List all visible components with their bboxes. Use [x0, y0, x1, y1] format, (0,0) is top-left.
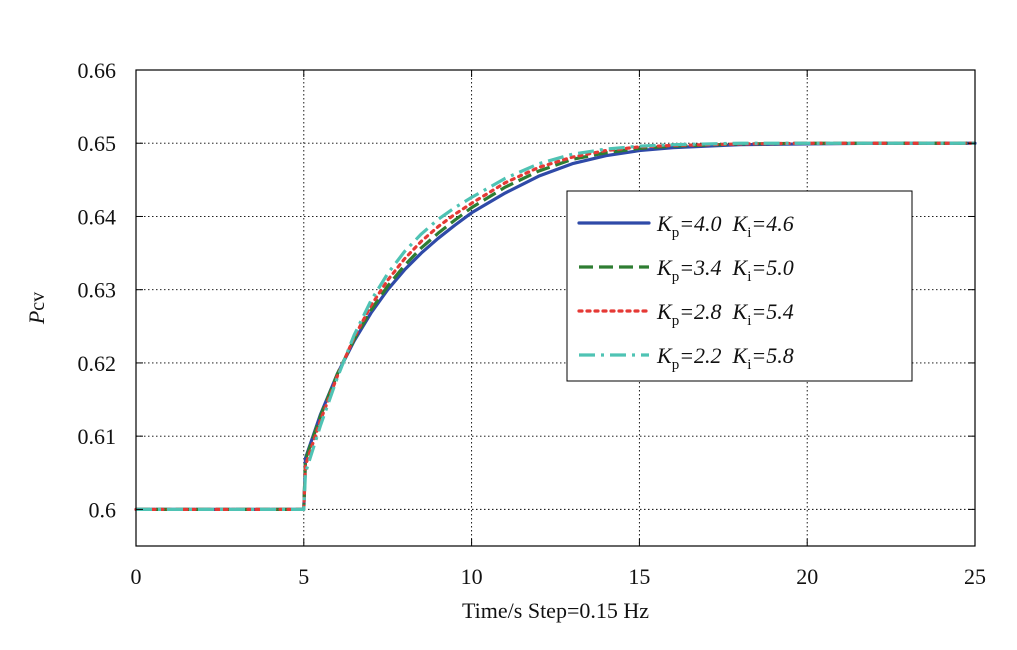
x-tick-label: 10 [461, 564, 483, 589]
legend-label-2: Kp=3.4 Ki=5.0 [656, 255, 794, 285]
legend-label-part: =5.4 [751, 299, 793, 324]
y-tick-label: 0.64 [78, 204, 117, 229]
legend-label-part: K [656, 343, 673, 368]
legend-label-part: p [672, 357, 680, 373]
legend-label-part: K [732, 343, 749, 368]
y-tick-label: 0.62 [78, 351, 117, 376]
x-tick-label: 20 [796, 564, 818, 589]
legend-label-part: K [656, 211, 673, 236]
y-tick-label: 0.63 [78, 278, 117, 303]
legend-label-part: =4.0 [679, 211, 732, 236]
y-tick-label: 0.65 [78, 131, 117, 156]
x-tick-label: 25 [964, 564, 986, 589]
y-tick-label: 0.61 [78, 424, 117, 449]
plot-frame [135, 69, 976, 547]
legend-label-part: =4.6 [751, 211, 793, 236]
y-tick-label: 0.6 [89, 497, 117, 522]
legend-label-part: K [656, 299, 673, 324]
legend-label-part: =3.4 [679, 255, 732, 280]
legend-label-part: p [672, 269, 680, 285]
legend-label-part: =2.8 [679, 299, 732, 324]
y-axis-label: Pcv [24, 292, 49, 325]
legend-label-part: =5.0 [751, 255, 793, 280]
x-tick-label: 5 [298, 564, 309, 589]
y-axis-label-main: P [24, 311, 49, 325]
legend: Kp=4.0 Ki=4.6Kp=3.4 Ki=5.0Kp=2.8 Ki=5.4K… [566, 190, 913, 382]
series-lines [134, 141, 977, 511]
legend-label-part: i [747, 269, 751, 285]
x-axis-label: Time/s Step=0.15 Hz [462, 598, 649, 623]
series-line-4 [136, 141, 975, 511]
legend-label-4: Kp=2.2 Ki=5.8 [656, 343, 794, 373]
legend-label-3: Kp=2.8 Ki=5.4 [656, 299, 794, 329]
y-tick-label: 0.66 [78, 58, 117, 83]
legend-label-part: K [732, 211, 749, 236]
legend-label-part: p [672, 225, 680, 241]
legend-label-part: =5.8 [751, 343, 793, 368]
legend-label-part: =2.2 [679, 343, 732, 368]
legend-label-part: i [747, 357, 751, 373]
legend-label-part: K [732, 299, 749, 324]
legend-label-part: i [747, 313, 751, 329]
legend-label-part: K [656, 255, 673, 280]
legend-label-part: p [672, 313, 680, 329]
x-tick-label: 0 [131, 564, 142, 589]
legend-label-part: i [747, 225, 751, 241]
legend-label-part: K [732, 255, 749, 280]
y-axis-label-sub: cv [27, 292, 49, 311]
x-tick-label: 15 [628, 564, 650, 589]
axis-ticks: 0 5 10 15 20 25 0.6 0.61 0.62 0.63 0.64 0.65 0.66 [78, 58, 987, 589]
legend-label-1: Kp=4.0 Ki=4.6 [656, 211, 794, 241]
